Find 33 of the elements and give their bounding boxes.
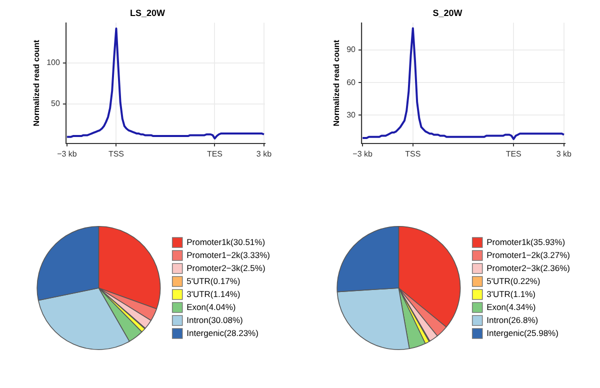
x-tick-label: TSS bbox=[108, 149, 124, 158]
legend-label: 5'UTR(0.17%) bbox=[186, 276, 240, 286]
legend-label: Exon(4.34%) bbox=[486, 302, 536, 312]
x-tick-label: 3 kb bbox=[556, 149, 572, 158]
x-tick-label: TES bbox=[506, 149, 522, 158]
legend-label: Promoter2−3k(2.36%) bbox=[486, 262, 570, 273]
x-tick-label: TES bbox=[206, 149, 223, 158]
y-axis-title: Normalized read count bbox=[32, 40, 42, 126]
y-tick-label: 60 bbox=[346, 78, 356, 87]
legend-label: Promoter1−2k(3.33%) bbox=[186, 250, 270, 260]
legend-label: Intron(30.08%) bbox=[186, 314, 244, 325]
legend-label: Promoter1k(30.51%) bbox=[186, 236, 266, 247]
legend-label: Promoter1k(35.93%) bbox=[486, 236, 566, 247]
legend-label: Intergenic(25.98%) bbox=[486, 328, 559, 338]
x-tick-label: −3 kb bbox=[57, 149, 78, 158]
legend-label: 3'UTR(1.14%) bbox=[186, 288, 240, 299]
chart-title: S_20W bbox=[432, 8, 463, 18]
y-tick-label: 30 bbox=[346, 110, 356, 120]
legend-label: Promoter1−2k(3.27%) bbox=[486, 250, 570, 260]
x-tick-label: −3 kb bbox=[352, 149, 373, 158]
chart-title: LS_20W bbox=[130, 8, 166, 18]
legend-label: Intron(26.8%) bbox=[486, 314, 538, 325]
legend-label: 5'UTR(0.22%) bbox=[486, 276, 540, 286]
legend-label: Exon(4.04%) bbox=[186, 302, 236, 312]
y-axis-title: Normalized read count bbox=[332, 40, 342, 126]
legend-label: 3'UTR(1.1%) bbox=[486, 288, 536, 299]
legend-label: Promoter2−3k(2.5%) bbox=[186, 262, 266, 273]
legend-label: Intergenic(28.23%) bbox=[186, 328, 259, 338]
y-tick-label: 90 bbox=[346, 45, 356, 54]
y-tick-label: 100 bbox=[46, 58, 60, 68]
x-tick-label: 3 kb bbox=[256, 149, 272, 158]
x-tick-label: TSS bbox=[405, 149, 421, 158]
y-tick-label: 50 bbox=[51, 99, 60, 108]
